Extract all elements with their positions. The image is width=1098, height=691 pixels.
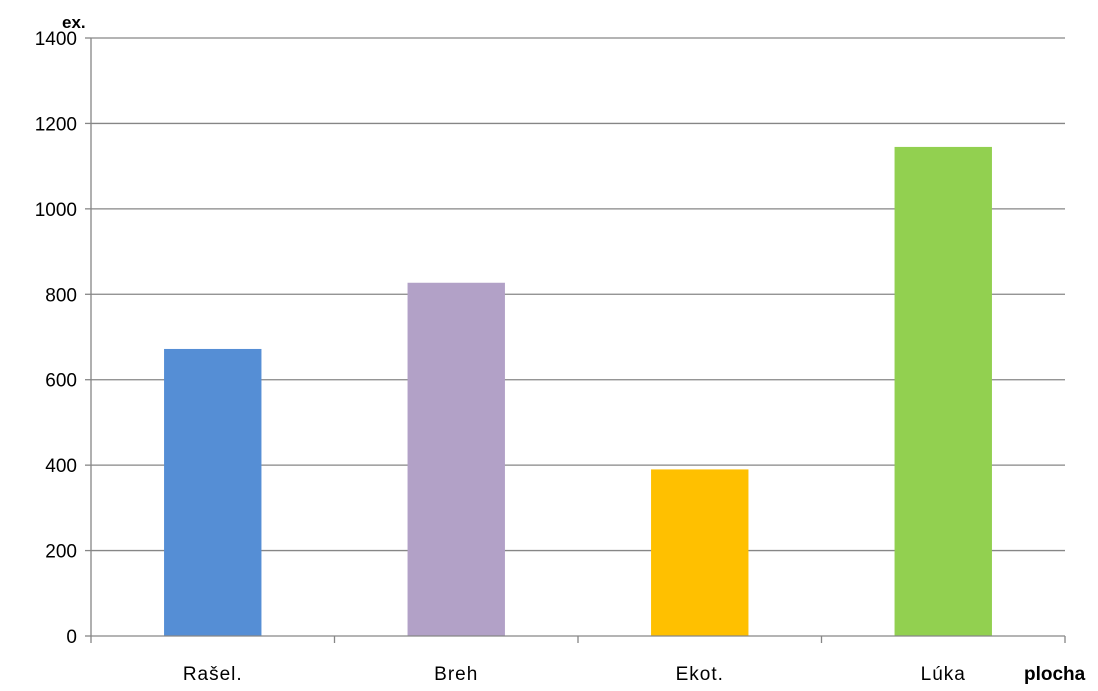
y-tick-label: 600 — [45, 371, 77, 392]
y-tick-label: 1400 — [35, 29, 77, 50]
y-axis-title: ex. — [62, 13, 86, 32]
x-tick-label: Rašel. — [183, 664, 243, 685]
bar-layer — [164, 146, 992, 636]
y-tick-label: 200 — [45, 542, 77, 563]
bar-1 — [164, 348, 262, 636]
y-tick-label: 400 — [45, 456, 77, 477]
bar-2 — [407, 282, 505, 636]
x-tick-label: Ekot. — [676, 664, 724, 685]
x-tick-label: Breh — [434, 664, 478, 685]
bar-3 — [651, 469, 749, 636]
y-tick-label: 1000 — [35, 200, 77, 221]
bar-4 — [894, 146, 992, 636]
label-layer: 0 200 400 600 800 1000 1200 1400 Rašel. Breh Ekot.… — [35, 29, 966, 685]
x-axis-title: plocha — [1024, 664, 1086, 685]
axis-layer — [85, 37, 1066, 643]
x-tick-label: Lúka — [921, 664, 966, 685]
y-tick-label: 800 — [45, 285, 77, 306]
y-tick-label: 0 — [66, 627, 77, 648]
y-tick-label: 1200 — [35, 114, 77, 135]
